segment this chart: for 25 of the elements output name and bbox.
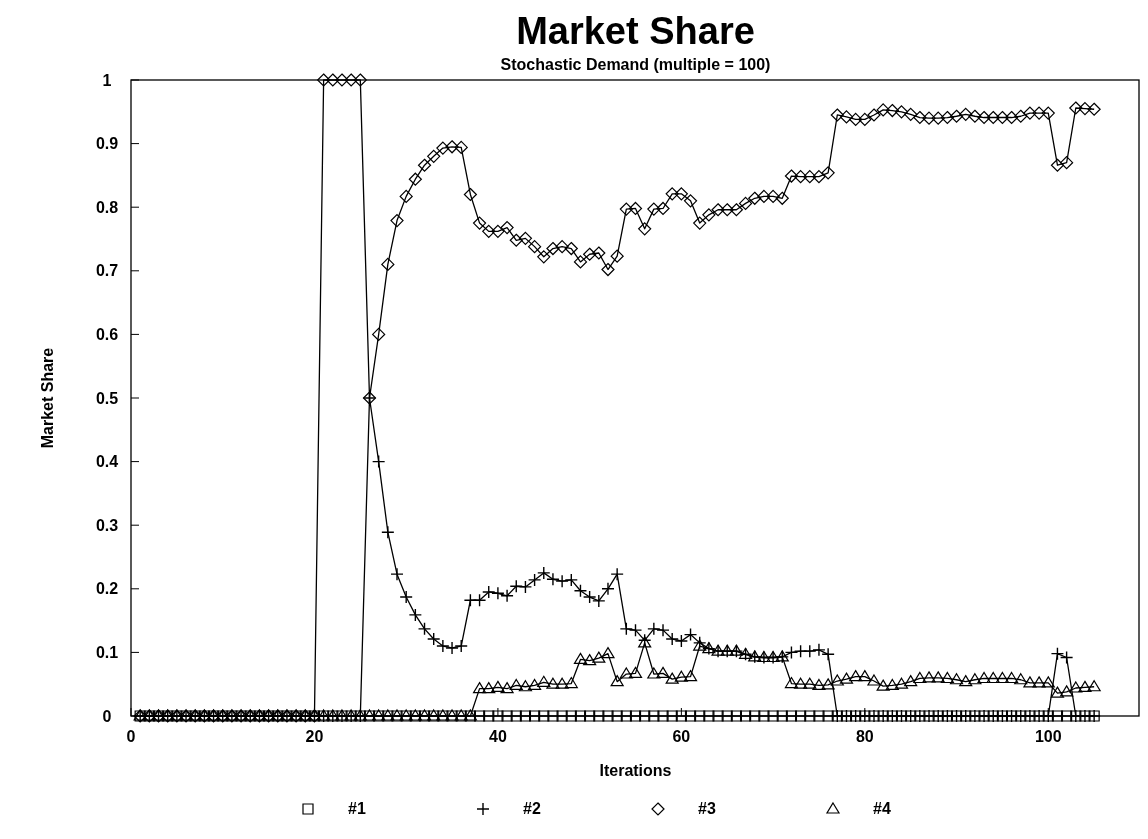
y-tick-label: 0.1 — [95, 644, 119, 661]
legend-label: #3 — [698, 800, 716, 817]
y-tick-label: 0.9 — [95, 135, 119, 153]
chart-subtitle: Stochastic Demand (multiple = 100) — [500, 56, 771, 73]
chart-title: Market Share — [516, 10, 755, 52]
x-tick-label: 0 — [126, 728, 136, 745]
legend-label: #1 — [348, 800, 366, 817]
y-tick-label: 0.4 — [95, 453, 119, 471]
legend-label: #4 — [873, 800, 891, 817]
x-tick-label: 80 — [855, 728, 874, 745]
y-tick-label: 0.2 — [95, 580, 119, 598]
y-axis-title: Market Share — [39, 347, 56, 449]
x-tick-label: 40 — [489, 728, 507, 745]
x-axis-title: Iterations — [599, 762, 672, 779]
y-tick-label: 0.6 — [95, 326, 119, 343]
y-tick-label: 0.7 — [95, 262, 119, 280]
x-tick-label: 60 — [672, 728, 691, 745]
x-tick-label: 100 — [1034, 728, 1062, 745]
y-tick-label: 1 — [102, 71, 112, 89]
x-tick-label: 20 — [305, 728, 324, 745]
y-tick-label: 0.5 — [95, 389, 119, 407]
y-tick-label: 0 — [102, 707, 112, 725]
legend-label: #2 — [523, 800, 541, 817]
y-tick-label: 0.3 — [95, 516, 119, 534]
y-tick-label: 0.8 — [95, 198, 119, 216]
